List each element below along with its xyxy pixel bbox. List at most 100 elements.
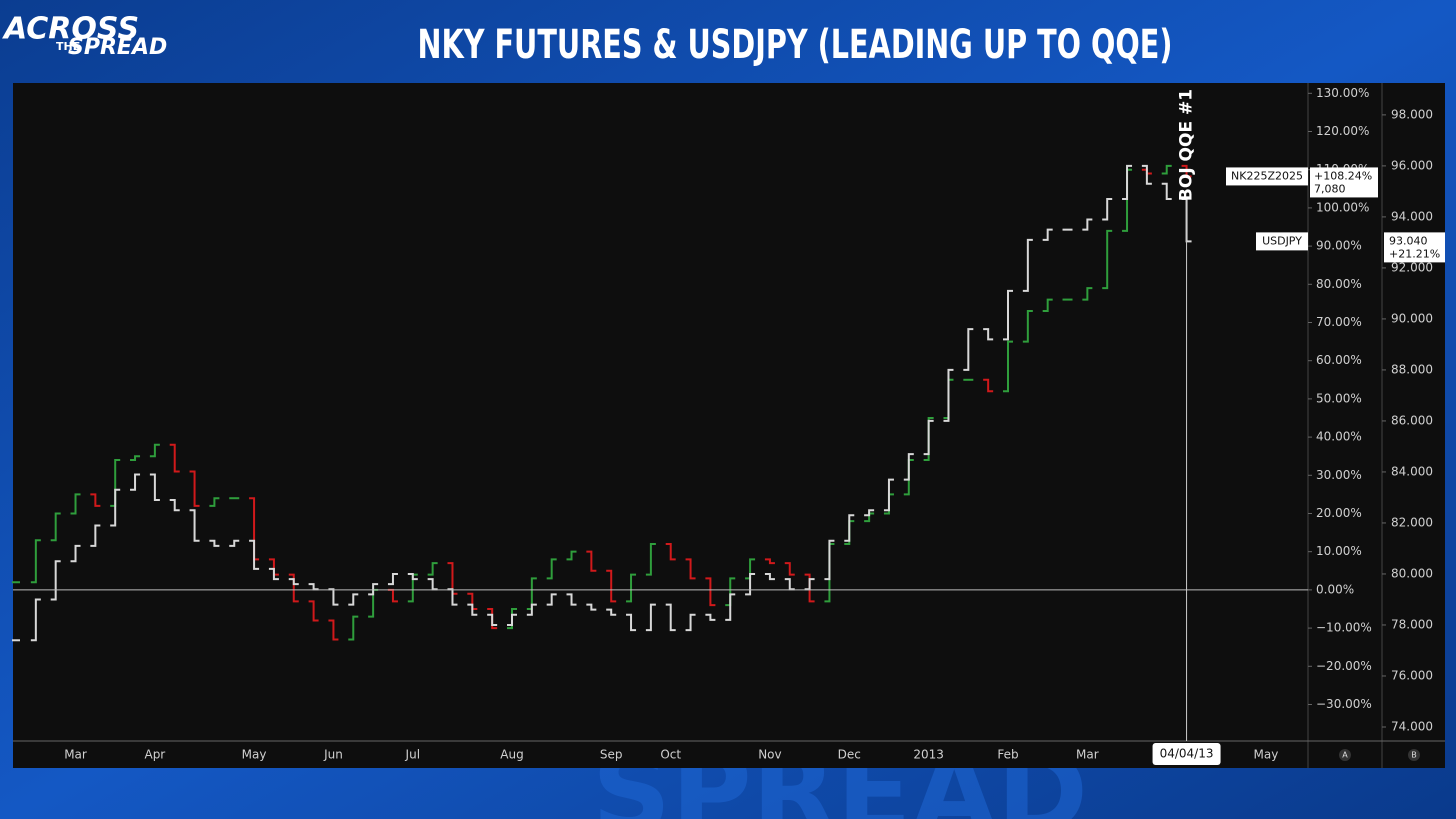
series-bar [983, 378, 994, 393]
series-bar [427, 578, 438, 591]
series-bar [467, 603, 478, 616]
series-bar [487, 613, 498, 626]
series-bar [130, 473, 141, 491]
x-tick-label: May [242, 748, 267, 762]
series-bar [546, 558, 557, 580]
series-bar [526, 577, 537, 610]
series-bar [665, 543, 676, 561]
series-name-box [1256, 232, 1308, 251]
y2-tick-label: 80.000 [1391, 566, 1433, 580]
plot-background [13, 83, 1445, 768]
x-tick-label: May [1254, 748, 1279, 762]
axis-button-label: B [1411, 751, 1417, 760]
series-bar [30, 598, 41, 642]
series-bar [50, 512, 61, 542]
series-bar [844, 514, 855, 542]
y2-tick-label: 78.000 [1391, 617, 1433, 631]
series-bar [249, 497, 260, 561]
axis-button[interactable] [1408, 749, 1420, 761]
series-bar [923, 419, 934, 456]
series-bar [606, 569, 617, 603]
series-bar [348, 593, 359, 606]
y-tick-label: 30.00% [1316, 468, 1362, 482]
y2-tick-label: 86.000 [1391, 413, 1433, 427]
series-name: USDJPY [1262, 234, 1302, 247]
y-tick-label: 50.00% [1316, 391, 1362, 405]
series-bar [30, 539, 41, 584]
y2-tick-label: 90.000 [1391, 311, 1433, 325]
cursor-label: 04/04/13 [1160, 747, 1214, 761]
series-bar [1082, 218, 1093, 231]
series-bar [824, 539, 835, 581]
series-bar [566, 550, 577, 561]
series-bar [169, 443, 180, 473]
series-bar [1181, 164, 1192, 178]
x-tick-label: Mar [64, 748, 87, 762]
y-tick-label: 40.00% [1316, 430, 1362, 444]
chart-title: NKY FUTURES & USDJPY (LEADING UP TO QQE) [418, 22, 1173, 68]
series-bar [963, 328, 974, 371]
series-bar [864, 509, 875, 517]
series-bar [149, 473, 160, 502]
series-bar [447, 588, 458, 606]
series-bar [1102, 229, 1113, 290]
x-tick-label: Aug [500, 748, 523, 762]
y2-tick-label: 92.000 [1391, 260, 1433, 274]
series-bar [1102, 198, 1113, 221]
series-bar [883, 478, 894, 512]
series-bar [705, 577, 716, 607]
series-bar [1082, 287, 1093, 301]
series-bar [70, 544, 81, 563]
series-bar [1003, 340, 1013, 393]
logo-spread: SPREAD [68, 35, 167, 60]
series-bar [110, 459, 121, 507]
series-bar [606, 608, 617, 616]
series-bar [50, 560, 61, 601]
series-bar [1122, 164, 1133, 201]
y-tick-label: 10.00% [1316, 544, 1362, 558]
y2-tick-label: 74.000 [1391, 719, 1433, 733]
series-bar [745, 572, 756, 596]
series-bar [507, 613, 517, 626]
series-bar [1141, 164, 1152, 185]
y-tick-label: 80.00% [1316, 277, 1362, 291]
series-bar [268, 567, 279, 581]
series-bar [70, 493, 81, 515]
change-label: +21.21% [1389, 247, 1440, 260]
y2-tick-label: 82.000 [1391, 515, 1433, 529]
series-bar [209, 497, 220, 507]
series-bar [90, 493, 101, 507]
x-tick-label: Jun [323, 748, 343, 762]
y-tick-label: 0.00% [1316, 582, 1354, 596]
series-bar [903, 453, 914, 481]
series-bar [645, 543, 656, 576]
series-bar [90, 524, 101, 547]
series-bar [467, 592, 478, 610]
y-tick-label: 100.00% [1316, 200, 1369, 214]
series-bar [130, 455, 141, 462]
series-bar [764, 572, 775, 581]
series-bar [804, 578, 815, 591]
series-bar [1022, 238, 1033, 292]
y-tick-label: 60.00% [1316, 353, 1362, 367]
series-bar [447, 562, 458, 595]
series-bar [626, 613, 637, 632]
y-tick-label: 90.00% [1316, 239, 1362, 253]
axis-button[interactable] [1339, 749, 1351, 761]
y-tick-label: 20.00% [1316, 506, 1362, 520]
series-bar [784, 578, 795, 591]
x-tick-label: Nov [758, 748, 781, 762]
series-bar [526, 603, 537, 616]
series-bar [546, 593, 557, 606]
x-tick-label: Feb [997, 748, 1018, 762]
series-bar [685, 558, 696, 580]
last-value-box [1384, 232, 1445, 263]
y-tick-label: 70.00% [1316, 315, 1362, 329]
series-bar [665, 603, 676, 632]
series-bar [784, 562, 795, 576]
y-tick-label: −10.00% [1316, 621, 1372, 635]
series-bar [308, 583, 319, 591]
series-bar [149, 443, 160, 458]
series-bar [1003, 289, 1013, 341]
